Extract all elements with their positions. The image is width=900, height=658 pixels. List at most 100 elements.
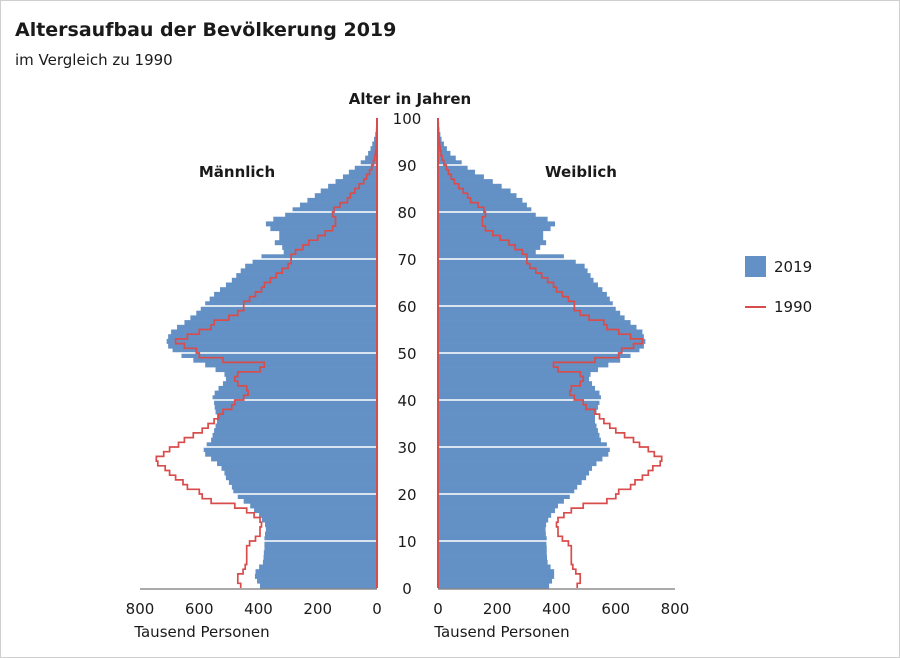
bar-male-age-33 [214, 428, 377, 434]
gridlines [140, 164, 675, 542]
bar-female-age-14 [438, 517, 549, 523]
bar-male-age-17 [250, 503, 377, 509]
bar-female-age-95 [438, 136, 442, 142]
chart-subtitle: im Vergleich zu 1990 [15, 51, 173, 69]
bar-female-age-56 [438, 320, 631, 326]
bar-female-age-4 [438, 564, 551, 570]
bar-male-age-66 [236, 273, 377, 279]
bar-male-age-0 [259, 583, 377, 589]
bar-male-age-38 [214, 404, 377, 410]
bar-male-age-13 [265, 522, 377, 528]
x-tick-female-200: 200 [483, 600, 512, 618]
bar-female-age-47 [438, 362, 609, 368]
bar-male-age-40 [212, 395, 377, 401]
bar-male-age-78 [273, 216, 377, 222]
bar-female-age-48 [438, 357, 621, 363]
bar-male-age-95 [374, 136, 377, 142]
bar-male-age-12 [265, 526, 377, 532]
bar-female-age-25 [438, 465, 593, 471]
bar-female-age-20 [438, 489, 575, 495]
male-x-axis-label: Tausend Personen [133, 623, 269, 641]
bar-female-age-63 [438, 287, 603, 293]
bar-female-age-65 [438, 277, 594, 283]
bar-female-age-66 [438, 273, 591, 279]
bar-male-age-68 [245, 263, 377, 269]
bar-female-age-29 [438, 447, 610, 452]
bar-female-age-59 [438, 306, 616, 311]
bar-male-age-2 [254, 573, 377, 579]
bar-male-age-47 [205, 362, 377, 368]
bar-male-age-20 [233, 489, 377, 495]
bar-male-age-26 [217, 461, 377, 467]
bar-male-age-11 [265, 531, 377, 537]
bar-male-age-94 [372, 141, 377, 147]
bar-female-age-50 [438, 348, 640, 354]
bar-male-age-87 [342, 174, 377, 180]
bar-male-age-88 [348, 169, 377, 175]
bar-female-age-91 [438, 155, 456, 161]
bar-female-age-10 [438, 536, 547, 542]
bar-male-age-35 [217, 418, 377, 424]
bar-male-age-69 [252, 259, 377, 264]
x-tick-male-400: 400 [244, 600, 273, 618]
bar-female-age-85 [438, 183, 502, 189]
bar-male-age-79 [285, 212, 377, 217]
y-tick-10: 10 [397, 533, 416, 551]
bar-female-age-81 [438, 202, 527, 208]
bar-female-age-18 [438, 498, 564, 504]
bar-female-age-7 [438, 550, 547, 556]
bar-male-age-58 [196, 310, 377, 316]
bar-female-age-12 [438, 526, 546, 532]
bar-male-age-74 [279, 235, 377, 241]
bar-female-age-38 [438, 404, 598, 410]
bar-male-age-61 [209, 296, 377, 302]
bar-male-age-72 [282, 244, 377, 250]
x-tick-female-800: 800 [661, 600, 690, 618]
bar-male-age-9 [264, 541, 377, 546]
bar-male-age-62 [214, 291, 377, 297]
bar-female-age-82 [438, 197, 523, 203]
bar-male-age-23 [225, 475, 377, 481]
bar-female-age-53 [438, 334, 644, 340]
bar-female-age-15 [438, 512, 552, 518]
y-tick-20: 20 [397, 486, 416, 504]
bar-female-age-76 [438, 226, 551, 232]
bar-male-age-4 [259, 564, 377, 570]
bar-female-age-30 [438, 442, 607, 448]
bar-male-age-3 [255, 569, 377, 575]
bar-male-age-86 [335, 179, 377, 185]
bar-female-age-89 [438, 165, 468, 170]
bar-male-age-7 [263, 550, 377, 556]
y-tick-70: 70 [397, 251, 416, 269]
bar-female-age-40 [438, 395, 601, 401]
bar-male-age-25 [221, 465, 377, 471]
bar-female-age-70 [438, 254, 564, 260]
y-tick-0: 0 [402, 580, 412, 598]
y-tick-40: 40 [397, 392, 416, 410]
bar-male-age-92 [368, 150, 377, 156]
bar-female-age-68 [438, 263, 585, 269]
bar-male-age-10 [264, 536, 377, 542]
bar-male-age-19 [237, 494, 377, 499]
y-tick-100: 100 [393, 110, 422, 128]
bar-female-age-17 [438, 503, 558, 509]
x-tick-male-800: 800 [126, 600, 155, 618]
bar-male-age-57 [190, 315, 377, 321]
bar-female-age-13 [438, 522, 547, 528]
bar-male-age-51 [168, 343, 377, 349]
bar-male-age-56 [184, 320, 377, 326]
bar-female-age-61 [438, 296, 610, 302]
bar-female-age-28 [438, 451, 609, 457]
bar-male-age-22 [228, 479, 377, 485]
bar-female-age-79 [438, 212, 536, 217]
bar-female-age-58 [438, 310, 621, 316]
bar-female-age-92 [438, 150, 451, 156]
bar-male-age-48 [193, 357, 377, 363]
bar-male-age-1 [257, 578, 377, 584]
bar-female-age-64 [438, 282, 598, 288]
bar-male-age-84 [320, 188, 377, 194]
bar-female-age-93 [438, 146, 447, 152]
bar-male-age-30 [206, 442, 377, 448]
bar-female-age-54 [438, 329, 643, 335]
